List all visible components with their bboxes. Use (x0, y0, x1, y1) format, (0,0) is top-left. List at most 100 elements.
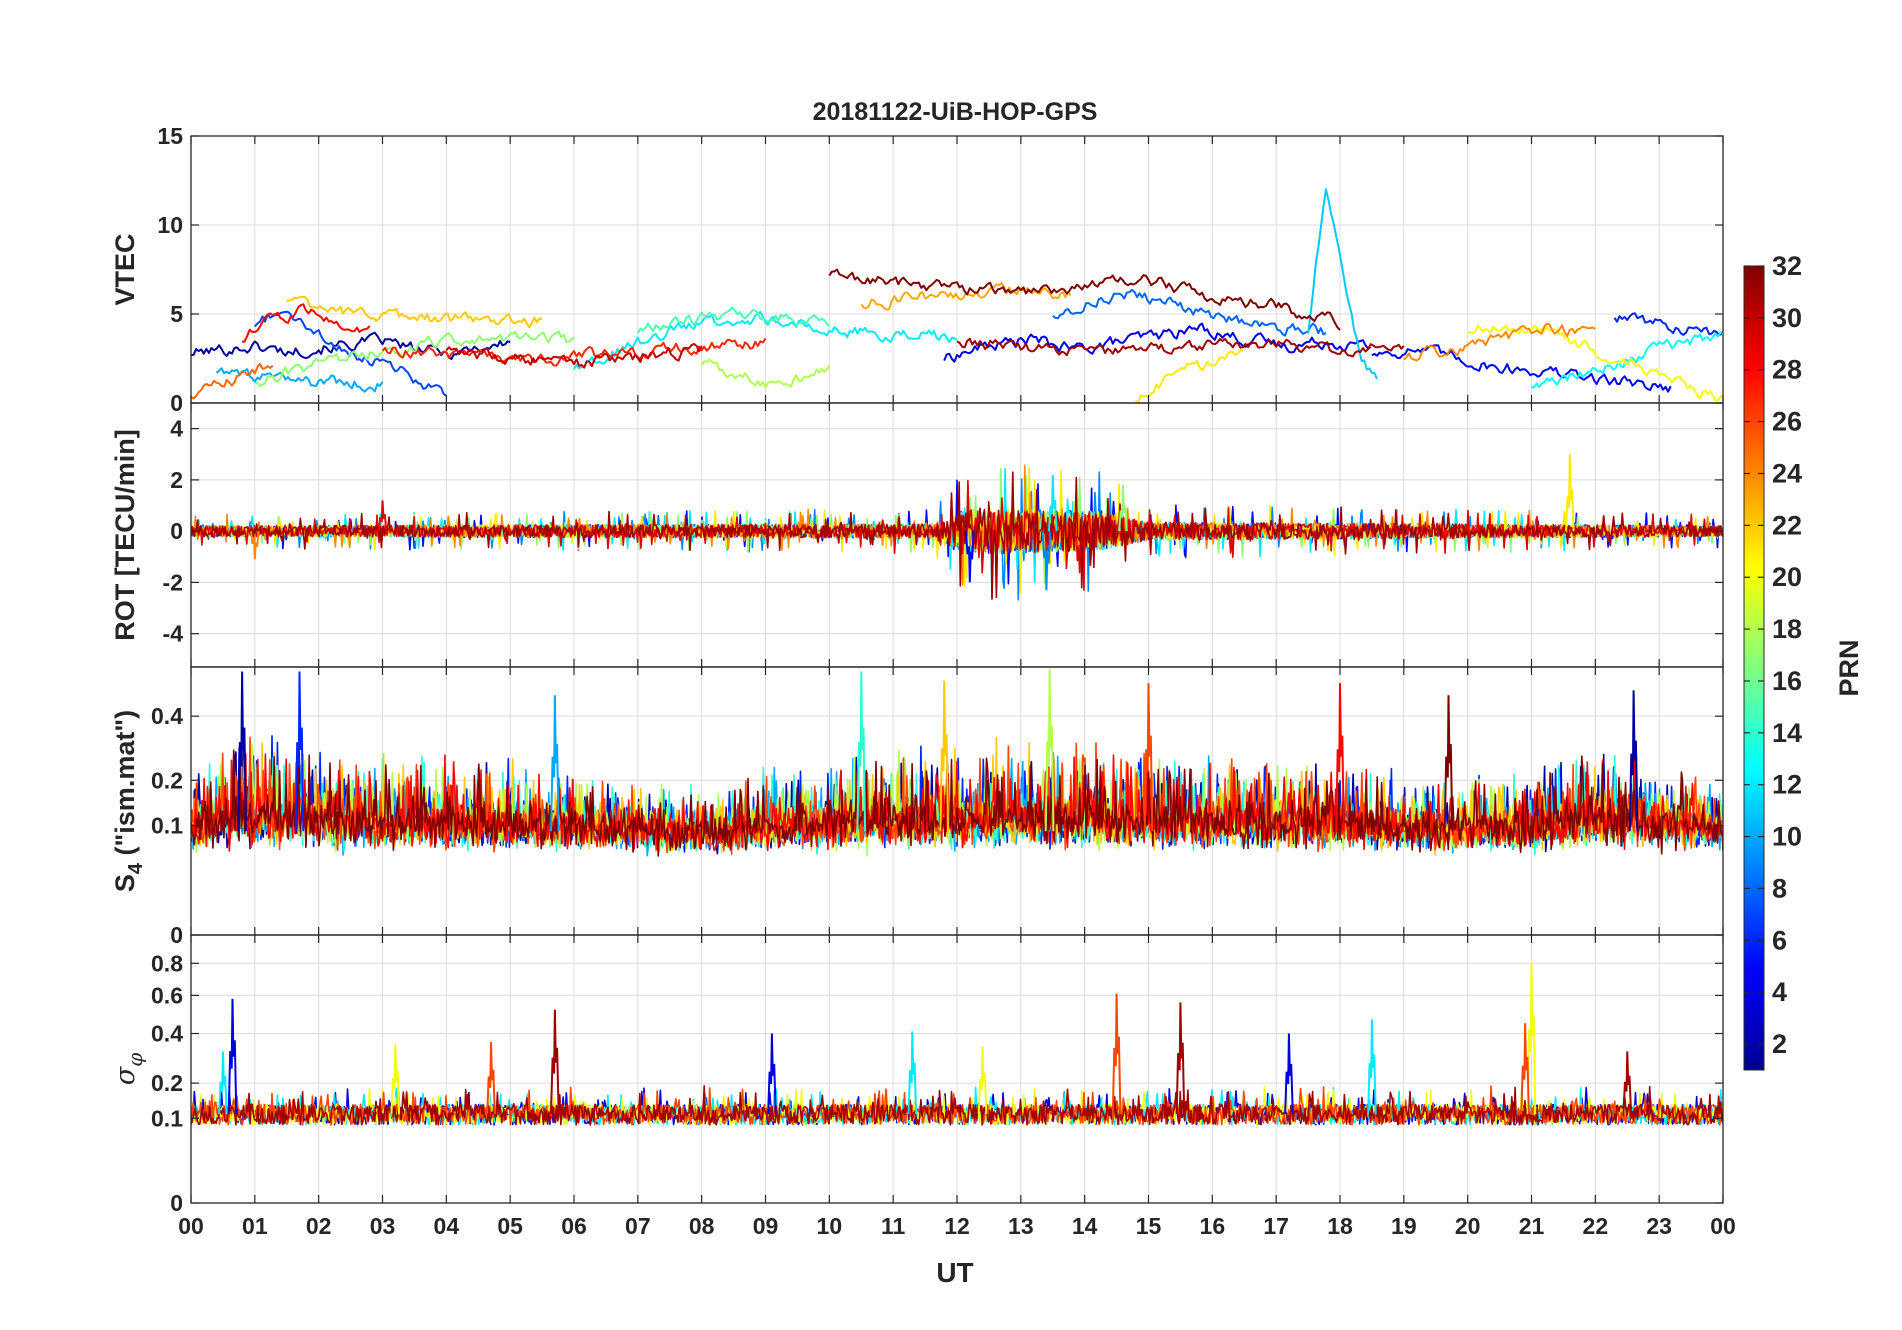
colorbar-tick-label: 10 (1772, 822, 1802, 852)
series-line-vtec-prn-15 (636, 306, 830, 334)
series-line-vtec-prn-24 (1403, 322, 1596, 362)
y-tick-label: 0 (170, 390, 183, 416)
series-peak-s4 (1143, 683, 1154, 832)
y-tick-label: 0.4 (151, 1021, 183, 1047)
colorbar-tick-label: 32 (1772, 251, 1802, 281)
ylabel-subscript: 4 (125, 862, 147, 874)
panel-sigma-ylabel: σφ (110, 1053, 147, 1085)
series-peak-sigma (1111, 993, 1122, 1115)
x-tick-label: 21 (1519, 1213, 1545, 1239)
panel-sigma-series (191, 963, 1723, 1126)
x-tick-label: 02 (306, 1213, 332, 1239)
series-peak-s4 (1335, 683, 1345, 832)
x-tick-label: 07 (625, 1213, 651, 1239)
series-peak-s4 (939, 680, 950, 832)
series-peak-sigma (907, 1031, 918, 1115)
y-tick-label: 5 (170, 301, 183, 327)
x-tick-label: 19 (1391, 1213, 1417, 1239)
series-line-vtec-prn-17 (254, 330, 575, 388)
x-tick-label: 04 (434, 1213, 460, 1239)
series-peak-sigma (1175, 1002, 1186, 1115)
x-tick-label: 12 (944, 1213, 970, 1239)
series-line-vtec-prn-6 (1613, 312, 1723, 337)
y-tick-label: 0.4 (151, 703, 183, 729)
series-peak-s4 (294, 671, 305, 832)
y-tick-label: 4 (170, 416, 183, 442)
series-peak-s4 (1628, 690, 1639, 832)
x-axis-label: UT (936, 1257, 973, 1288)
series-line-vtec-prn-32 (828, 268, 1341, 331)
series-peak-sigma (390, 1044, 401, 1115)
panel-vtec-series (191, 188, 1723, 403)
x-tick-label: 06 (561, 1213, 587, 1239)
panel-sigma-grid (191, 935, 1723, 1204)
panel-rot-grid (191, 403, 1723, 667)
series-line-sigma-prn-31 (191, 1085, 1723, 1126)
colorbar-tick-label: 8 (1772, 873, 1787, 903)
y-tick-label: 0.6 (151, 982, 183, 1008)
series-peak-s4 (1044, 669, 1055, 832)
series-peak-s4 (1443, 695, 1454, 832)
series-line-vtec-prn-13 (1531, 330, 1723, 389)
series-peak-rot (964, 531, 975, 583)
series-peak-rot (1047, 474, 1058, 532)
series-line-vtec-prn-12 (573, 310, 958, 370)
y-tick-label: 15 (157, 123, 183, 149)
series-peak-s4 (550, 695, 560, 832)
panel-sigma-ticks: 0 0.1 0.2 0.4 0.6 0.8 (151, 935, 1724, 1216)
x-tick-label: 09 (753, 1213, 779, 1239)
ylabel-main: σ (110, 1065, 141, 1085)
colorbar-tick-label: 24 (1772, 458, 1802, 488)
colorbar-tick-label: 14 (1772, 718, 1802, 748)
colorbar-tick-label: 26 (1772, 407, 1802, 437)
x-tick-label: 14 (1072, 1213, 1098, 1239)
series-peak-rot (1118, 484, 1128, 532)
series-peak-rot (250, 531, 260, 560)
y-tick-label: 0.8 (151, 950, 183, 976)
series-peak-s4 (237, 671, 247, 832)
y-tick-label: -4 (163, 621, 184, 647)
series-line-vtec-prn-28 (242, 303, 371, 343)
y-tick-label: 10 (157, 212, 183, 238)
panel-s4-ticks: 0 0.1 0.2 0.4 (151, 667, 1724, 948)
series-peak-sigma (227, 998, 238, 1115)
panels: 0 5 10 15 VTEC -4 -2 0 2 4 ROT [TECU/min] 0 0.1 0.2 0.… (110, 123, 1724, 1216)
y-tick-label: 2 (170, 467, 183, 493)
colorbar-tick-label: 16 (1772, 666, 1802, 696)
series-peak-sigma (1526, 963, 1537, 1115)
x-tick-label: 03 (370, 1213, 396, 1239)
x-tick-label: 23 (1646, 1213, 1672, 1239)
series-peak-rot (1041, 531, 1052, 591)
panel-s4: 00.10.20.4S4 ("ism.mat") (110, 666, 1724, 948)
y-tick-label: 0 (170, 922, 183, 948)
panel-vtec-ticks: 0 5 10 15 (157, 123, 1724, 416)
x-tick-label: 05 (497, 1213, 523, 1239)
y-tick-label: 0.2 (151, 767, 183, 793)
x-tick-label: 15 (1136, 1213, 1162, 1239)
x-tick-label: 00 (1710, 1213, 1736, 1239)
colorbar-tick-label: 22 (1772, 510, 1802, 540)
y-tick-label: 0 (170, 518, 183, 544)
series-line-vtec-prn-2 (191, 331, 511, 361)
panel-rot-ticks: -4 -2 0 2 4 (163, 403, 1724, 667)
series-peak-sigma (550, 1009, 560, 1115)
x-tick-label: 10 (817, 1213, 843, 1239)
series-peak-sigma (1520, 1023, 1530, 1115)
x-tick-label: 16 (1200, 1213, 1226, 1239)
series-line-vtec-prn-25 (191, 362, 274, 400)
series-peak-sigma (767, 1033, 777, 1115)
series-peak-rot (1565, 454, 1575, 532)
series-peak-s4 (856, 671, 867, 832)
panel-sigma: 0 0.1 0.2 0.4 0.6 0.8 σφ (110, 934, 1724, 1216)
ylabel-main: VTEC (110, 233, 140, 305)
y-tick-label: 0.2 (151, 1070, 183, 1096)
series-line-s4-prn-32 (191, 749, 1723, 857)
panel-vtec-ylabel: VTEC (110, 233, 140, 305)
colorbar-bar (1743, 265, 1765, 1071)
y-tick-label: 0 (170, 1190, 183, 1216)
panel-s4-series (191, 669, 1723, 857)
y-tick-label: 0.1 (151, 1105, 183, 1131)
series-peak-rot (377, 500, 388, 532)
